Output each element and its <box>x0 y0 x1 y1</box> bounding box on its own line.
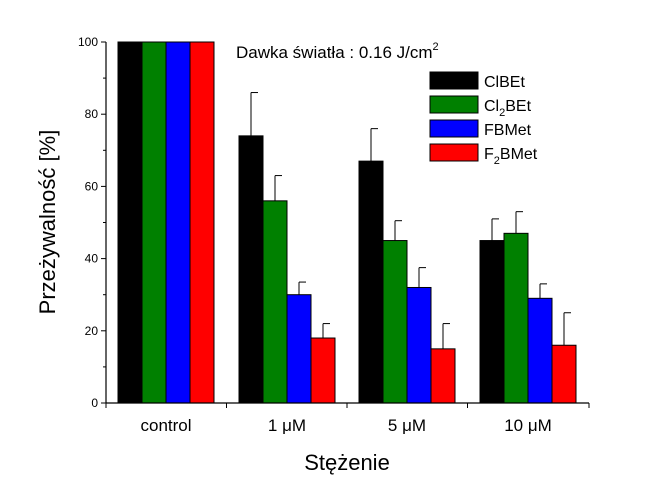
legend-label-clbet: ClBEt <box>484 74 525 91</box>
bar-fbmet-1 <box>286 294 312 404</box>
bar-clbet-1 <box>238 135 264 404</box>
x-category-label: 10 μM <box>504 416 552 435</box>
error-bars-layer <box>250 92 571 349</box>
y-tick-label: 60 <box>85 179 99 193</box>
y-tick-label: 0 <box>91 396 98 410</box>
bar-cl2bet-3 <box>503 232 529 404</box>
legend: ClBEt Cl2BEt FBMet F2BMet <box>429 71 538 167</box>
bar-f2bmet-3 <box>551 344 577 404</box>
y-axis-title: Przeżywalność [%] <box>35 130 60 315</box>
bars-layer <box>117 41 577 404</box>
y-tick-label: 80 <box>85 107 99 121</box>
legend-label-fbmet: FBMet <box>484 122 532 139</box>
bar-clbet-3 <box>479 240 505 404</box>
bar-cl2bet-1 <box>262 200 288 404</box>
bar-f2bmet-1 <box>310 337 336 404</box>
legend-swatch-fbmet <box>429 119 479 138</box>
y-tick-label: 40 <box>85 252 99 266</box>
legend-label-f2bmet: F2BMet <box>484 146 538 167</box>
x-axis-title: Stężenie <box>304 450 390 475</box>
legend-swatch-clbet <box>429 71 479 90</box>
bar-fbmet-2 <box>406 286 432 404</box>
bar-f2bmet-0 <box>189 41 215 404</box>
x-category-label: 1 μM <box>268 416 306 435</box>
x-category-label: 5 μM <box>388 416 426 435</box>
y-tick-label: 100 <box>78 35 98 49</box>
x-category-label: control <box>140 416 191 435</box>
bar-cl2bet-2 <box>382 240 408 404</box>
dose-annotation: Dawka światła : 0.16 J/cm2 <box>236 41 439 62</box>
legend-swatch-cl2bet <box>429 95 479 114</box>
ticks-layer: 0 20 40 60 80 100 control 1 μM 5 μM 10 μM <box>78 35 590 435</box>
dose-annotation-text: Dawka światła : 0.16 J/cm <box>236 43 433 62</box>
bar-clbet-0 <box>117 41 143 404</box>
bar-clbet-2 <box>358 160 384 404</box>
y-tick-label: 20 <box>85 324 99 338</box>
dose-annotation-superscript: 2 <box>433 41 439 53</box>
legend-swatch-f2bmet <box>429 143 479 162</box>
bar-fbmet-3 <box>527 297 553 404</box>
bar-f2bmet-2 <box>430 348 456 404</box>
legend-label-cl2bet: Cl2BEt <box>484 98 532 119</box>
bar-fbmet-0 <box>165 41 191 404</box>
bar-cl2bet-0 <box>141 41 167 404</box>
